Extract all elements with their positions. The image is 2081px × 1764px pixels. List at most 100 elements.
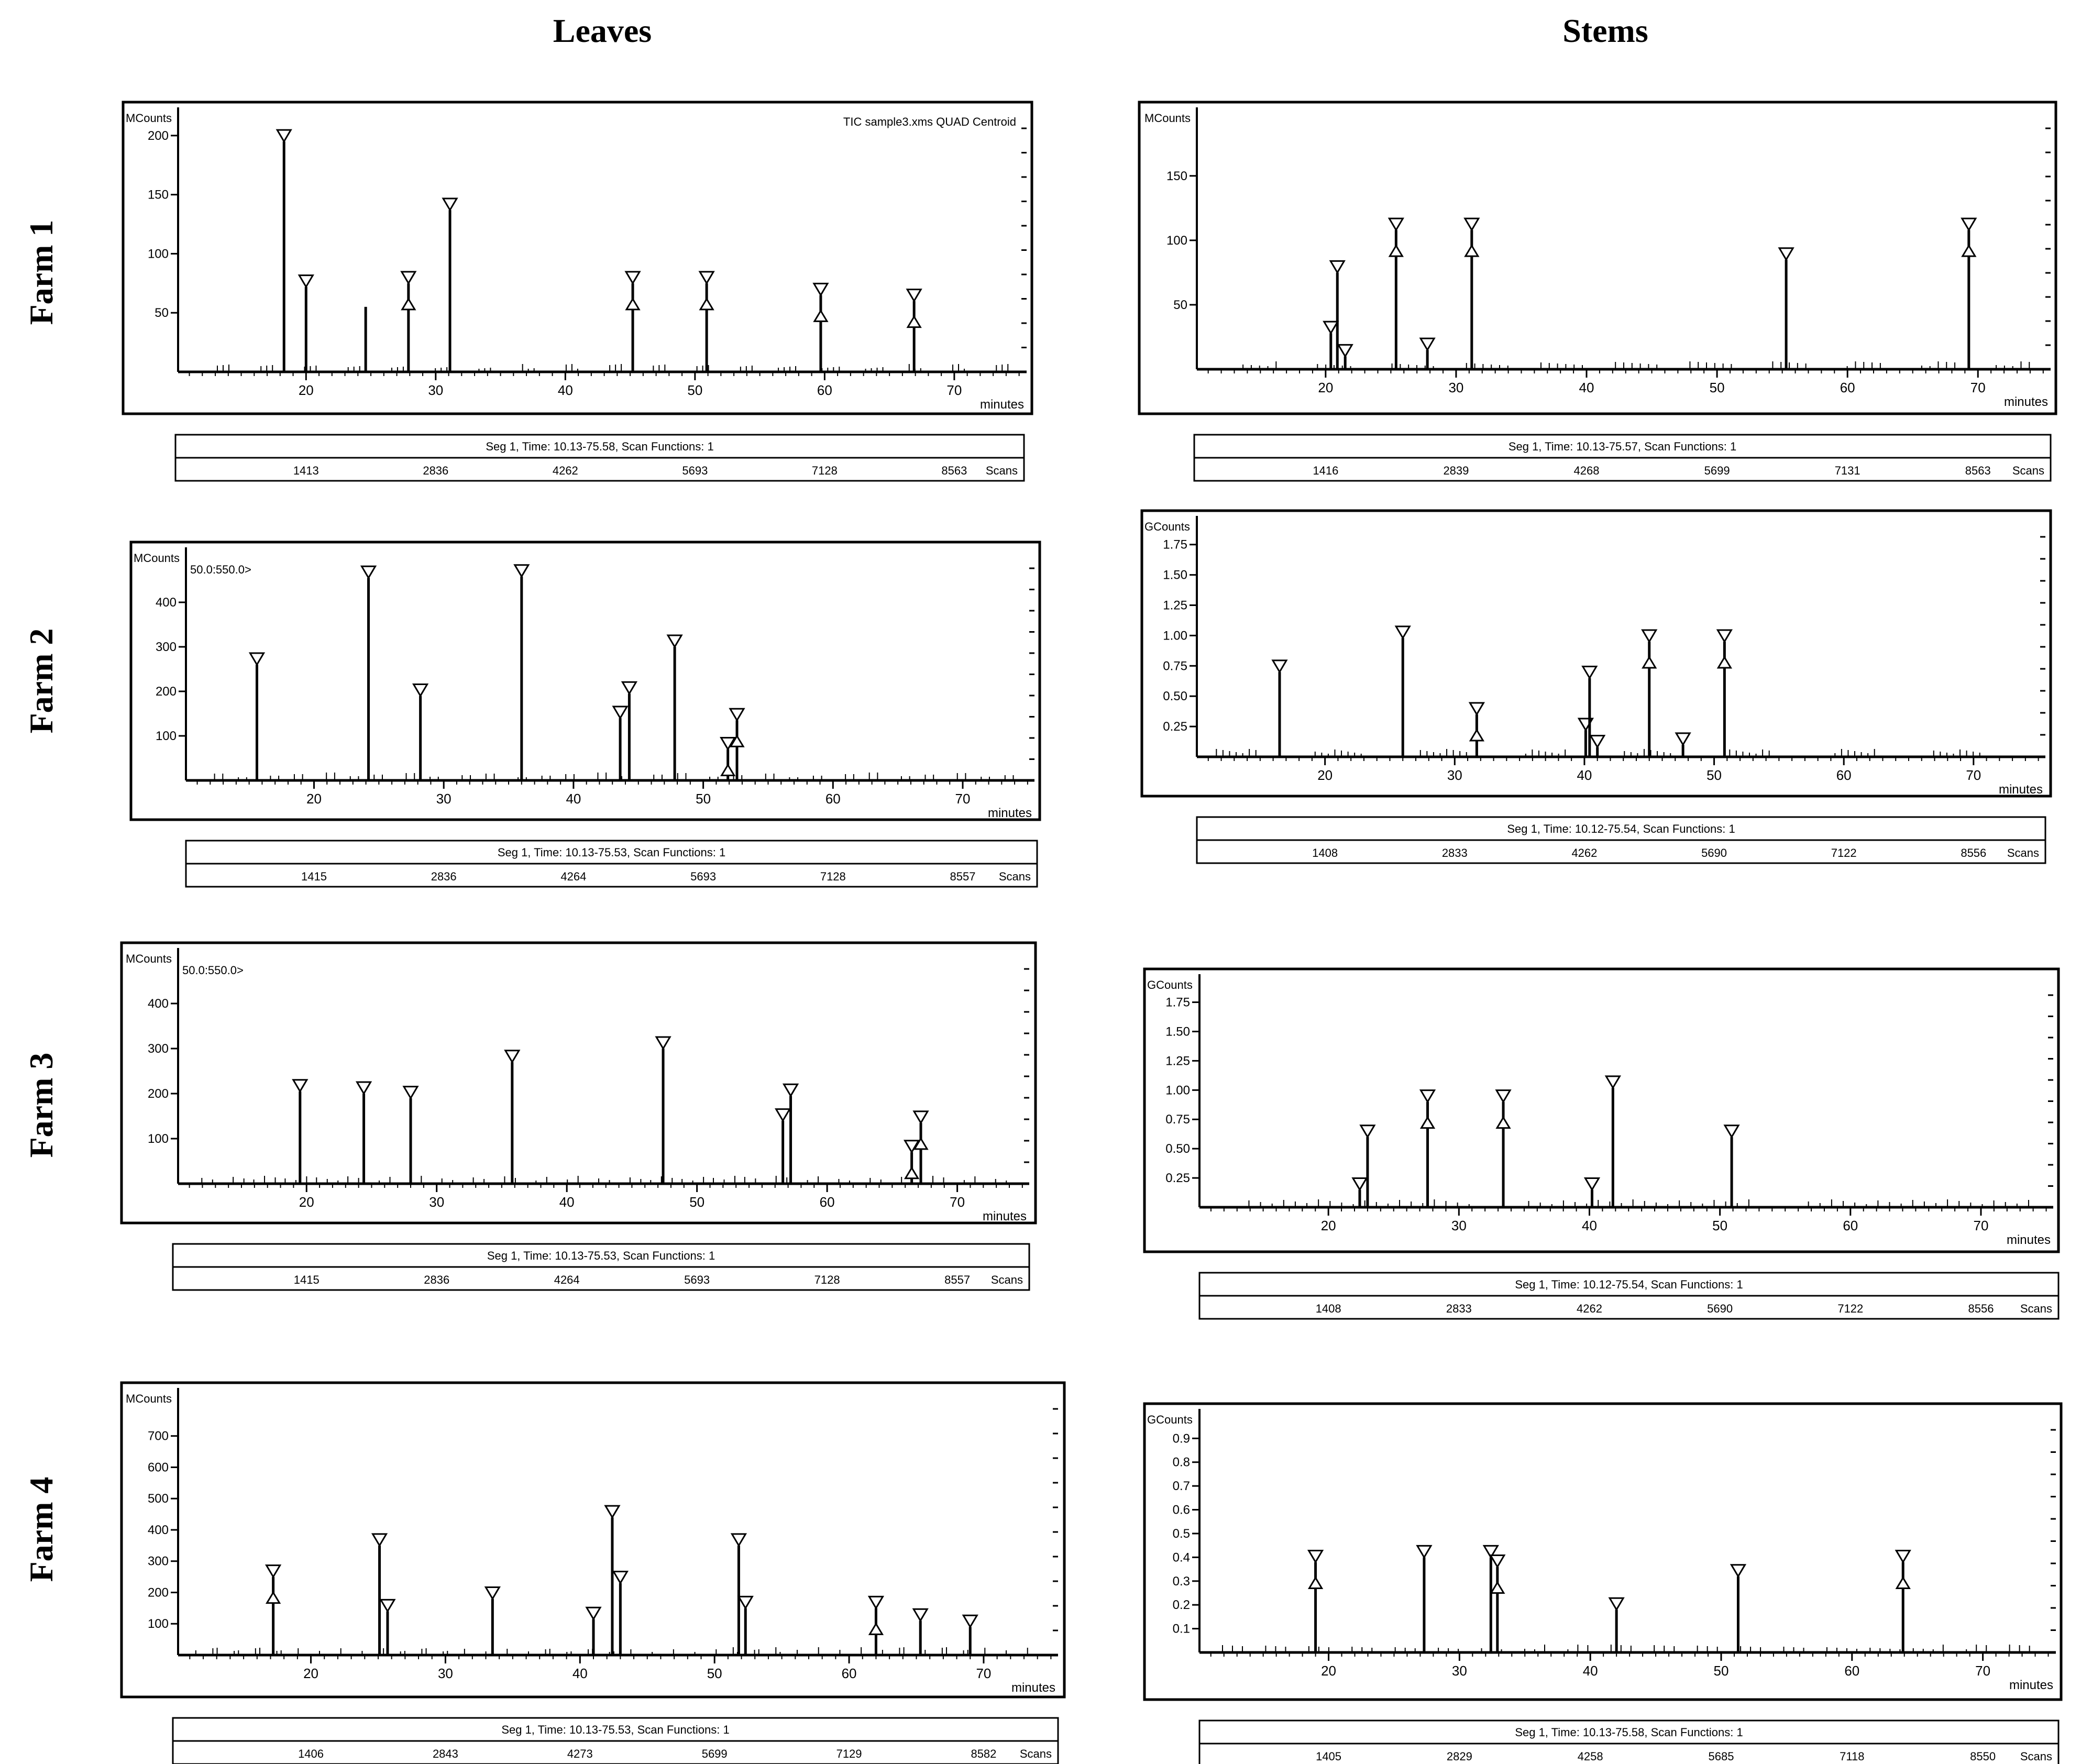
y-tick-label: 200: [148, 129, 169, 143]
column-header-stems: Stems: [1562, 12, 1648, 49]
peak-marker-down: [1489, 1554, 1506, 1569]
scan-number: 1406: [298, 1747, 324, 1760]
peak-marker-down: [1307, 1549, 1324, 1564]
x-tick-label: 50: [696, 791, 711, 807]
peak-marker-down: [720, 737, 736, 751]
scan-number: 4262: [1571, 846, 1597, 859]
y-tick-label: 0.8: [1173, 1456, 1190, 1470]
peak-marker-up: [813, 309, 829, 322]
y-axis-label: MCounts: [134, 552, 180, 565]
peak-marker-down: [360, 565, 377, 580]
scan-number: 5690: [1707, 1302, 1733, 1315]
scan-number: 1416: [1313, 464, 1338, 477]
row-header-farm-1: Farm 1: [23, 220, 60, 325]
chromatogram-panel-8: GCounts 0.1 0.2 0.3 0.4 0.5 0.6 0.7 0.8 0.9 20 30 40…: [1143, 1402, 2063, 1764]
x-tick-label: 30: [1452, 1663, 1467, 1679]
y-tick-label: 0.5: [1173, 1527, 1190, 1541]
x-tick-label: 50: [689, 1194, 704, 1210]
peak-marker-down: [782, 1083, 799, 1098]
x-tick-label: 20: [299, 1194, 314, 1210]
x-tick-label: 20: [303, 1666, 318, 1681]
peak-marker-down: [812, 282, 829, 297]
peak-marker-down: [1581, 665, 1598, 680]
peak-marker-down: [1961, 217, 1977, 232]
peak-marker-up: [401, 297, 416, 311]
y-axis-label: MCounts: [1144, 112, 1191, 125]
scan-number: 7128: [814, 1273, 840, 1286]
y-tick-label: 700: [148, 1429, 169, 1443]
scans-band: [172, 1266, 1030, 1291]
scan-number: 8557: [950, 870, 976, 883]
y-tick-label: 400: [156, 596, 177, 610]
x-tick-label: 40: [1582, 1218, 1597, 1233]
x-tick-label: 30: [1447, 767, 1462, 783]
peak-marker-up: [1495, 1116, 1511, 1129]
peak-marker-down: [1419, 337, 1436, 352]
y-tick-label: 0.6: [1173, 1503, 1190, 1517]
y-tick-label: 0.2: [1173, 1598, 1190, 1612]
peak-marker-down: [655, 1036, 671, 1050]
scans-label: Scans: [2007, 846, 2039, 859]
x-tick-label: 60: [1840, 380, 1855, 395]
scan-number: 5690: [1701, 846, 1727, 859]
y-tick-label: 400: [148, 997, 169, 1011]
peak-marker-down: [371, 1533, 388, 1547]
y-tick-label: 100: [148, 1132, 169, 1146]
segment-label: Seg 1, Time: 10.13-75.53, Scan Functions…: [501, 1723, 729, 1736]
peak-marker-down: [379, 1598, 396, 1613]
y-tick-label: 300: [148, 1554, 169, 1569]
y-tick-label: 1.00: [1163, 629, 1187, 643]
scans-label: Scans: [2020, 1302, 2052, 1315]
peak-marker-down: [265, 1564, 282, 1579]
x-tick-label: 70: [1970, 380, 1986, 395]
y-tick-label: 100: [148, 1617, 169, 1631]
scans-band: [1198, 1743, 2060, 1764]
peak-marker-up: [913, 1137, 929, 1150]
y-tick-label: 200: [156, 685, 177, 699]
x-axis-label: minutes: [983, 1209, 1027, 1223]
scan-number: 8582: [971, 1747, 996, 1760]
scan-number: 2839: [1443, 464, 1469, 477]
scans-band: [1198, 1295, 2060, 1320]
segment-label: Seg 1, Time: 10.13-75.53, Scan Functions…: [498, 846, 725, 859]
scan-number: 5693: [690, 870, 716, 883]
plot-annotation: 50.0:550.0>: [190, 563, 251, 576]
scan-number: 4262: [1577, 1302, 1602, 1315]
peak-marker-down: [1463, 217, 1480, 232]
chromatogram-panel-2: MCounts 50 100 150 20 30 40 50 60 70 minutes Seg 1,…: [1138, 101, 2057, 482]
chromatogram-panels: MCounts 50 100 150 200 20 30 40 50 60 70 minutes TIC…: [120, 101, 2063, 1764]
scan-number: 4273: [567, 1747, 593, 1760]
x-tick-label: 20: [299, 382, 314, 398]
peak-marker-down: [621, 681, 638, 696]
chromatogram-panel-1: MCounts 50 100 150 200 20 30 40 50 60 70 minutes TIC…: [122, 101, 1033, 482]
scan-number: 1405: [1316, 1750, 1341, 1763]
peak-marker-down: [1394, 625, 1411, 640]
x-axis-label: minutes: [1999, 782, 2043, 797]
peak-marker-down: [1468, 702, 1485, 716]
y-tick-label: 50: [1173, 298, 1187, 312]
scan-number: 5693: [682, 464, 708, 477]
y-tick-label: 50: [155, 306, 169, 320]
scan-number: 5699: [702, 1747, 728, 1760]
peak-marker-up: [265, 1591, 281, 1604]
scan-number: 1408: [1316, 1302, 1341, 1315]
plot-annotation: 50.0:550.0>: [182, 964, 244, 977]
peak-marker-up: [1388, 244, 1404, 257]
scan-number: 2829: [1447, 1750, 1472, 1763]
scan-number: 4258: [1578, 1750, 1603, 1763]
y-tick-label: 200: [148, 1585, 169, 1600]
panel-frame: [129, 541, 1041, 821]
scan-number: 8556: [1968, 1302, 1994, 1315]
peak-marker-down: [912, 1110, 929, 1124]
x-tick-label: 50: [1706, 767, 1722, 783]
chromatogram-panel-3: MCounts 100 200 300 400 20 30 40 50 60 70 minutes 50…: [129, 541, 1041, 888]
peak-marker-down: [484, 1586, 501, 1601]
segment-label: Seg 1, Time: 10.13-75.58, Scan Functions…: [1515, 1726, 1743, 1739]
peak-marker-up: [904, 1166, 920, 1179]
y-axis-label: MCounts: [126, 1392, 172, 1405]
scans-label: Scans: [2012, 464, 2044, 477]
x-tick-label: 70: [1974, 1218, 1989, 1233]
scan-number: 4262: [553, 464, 578, 477]
peak-marker-up: [1642, 656, 1657, 669]
segment-label: Seg 1, Time: 10.13-75.58, Scan Functions…: [486, 440, 713, 453]
